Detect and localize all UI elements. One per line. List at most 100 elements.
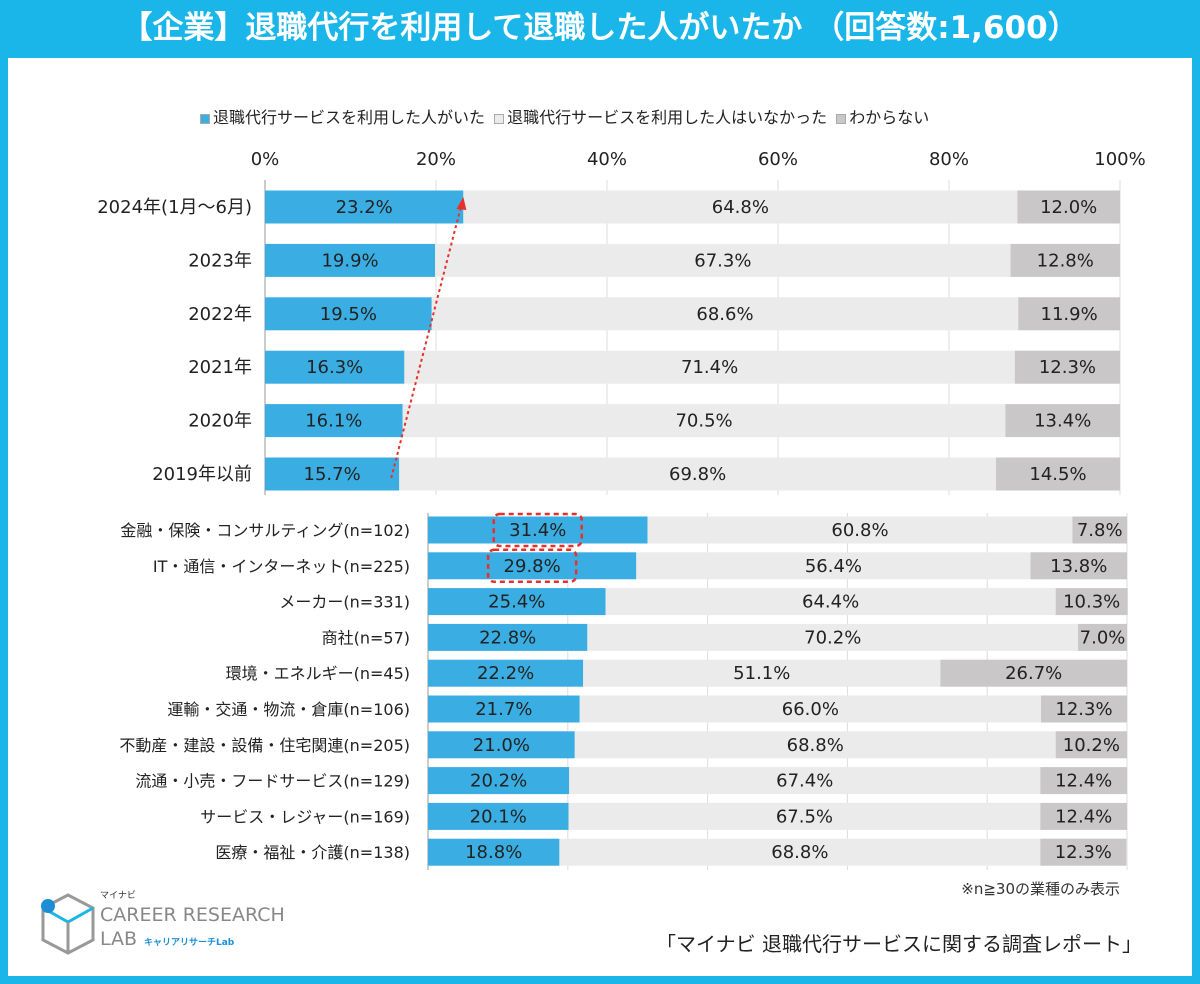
x-tick-label: 40% — [587, 149, 627, 170]
data-label: 67.5% — [776, 806, 833, 827]
category-label: 金融・保険・コンサルティング(n=102) — [120, 521, 410, 540]
data-label: 25.4% — [488, 592, 545, 613]
data-label: 60.8% — [831, 520, 888, 541]
data-label: 12.4% — [1055, 771, 1112, 792]
cube-logo-icon — [41, 893, 95, 955]
data-label: 22.8% — [479, 627, 536, 648]
x-tick-label: 20% — [416, 149, 456, 170]
bar-segment — [435, 243, 1011, 277]
data-label: 51.1% — [733, 663, 790, 684]
x-tick-label: 80% — [929, 149, 969, 170]
bar-segment — [1072, 516, 1127, 544]
bar-segment — [559, 838, 1041, 866]
data-label: 21.7% — [475, 699, 532, 720]
bar-segment — [568, 802, 1041, 830]
bar-segment — [1055, 731, 1127, 759]
bar-segment — [574, 731, 1056, 759]
data-label: 11.9% — [1041, 304, 1098, 325]
category-label: サービス・レジャー(n=169) — [200, 807, 410, 826]
bar-segment — [428, 767, 570, 795]
category-label: 2019年以前 — [152, 464, 252, 485]
bar-segment — [1010, 243, 1120, 277]
legend-swatch — [200, 113, 210, 124]
legend-item-used: 退職代行サービスを利用した人がいた — [200, 104, 485, 128]
bar-segment — [605, 588, 1056, 616]
data-label: 12.8% — [1037, 250, 1094, 271]
bar-segment — [463, 190, 1018, 224]
bar-segment — [1030, 552, 1127, 580]
bar-segment — [428, 588, 606, 616]
legend: 退職代行サービスを利用した人がいた 退職代行サービスを利用した人はいなかった わ… — [200, 104, 933, 128]
data-label: 23.2% — [336, 197, 393, 218]
data-label: 67.3% — [694, 250, 751, 271]
category-label: 環境・エネルギー(n=45) — [226, 664, 410, 683]
data-label: 70.2% — [804, 627, 861, 648]
data-label: 19.5% — [320, 304, 377, 325]
bar-segment — [402, 404, 1006, 438]
data-label: 12.3% — [1039, 357, 1096, 378]
category-label: メーカー(n=331) — [279, 593, 410, 612]
data-label: 12.3% — [1055, 699, 1112, 720]
data-label: 21.0% — [473, 735, 530, 756]
data-label: 13.8% — [1050, 556, 1107, 577]
data-label: 29.8% — [504, 556, 561, 577]
data-label: 64.8% — [712, 197, 769, 218]
data-label: 64.4% — [802, 592, 859, 613]
bar-segment — [428, 552, 637, 580]
data-label: 26.7% — [1005, 663, 1062, 684]
legend-label: 退職代行サービスを利用した人がいた — [213, 108, 486, 127]
data-label: 19.9% — [321, 250, 378, 271]
bar-segment — [399, 457, 997, 491]
bar-segment — [1018, 297, 1120, 331]
data-label: 12.0% — [1040, 197, 1097, 218]
data-label: 20.1% — [470, 806, 527, 827]
bar-segment — [428, 731, 575, 759]
data-label: 20.2% — [470, 771, 527, 792]
data-label: 13.4% — [1034, 411, 1091, 432]
bar-segment — [1041, 695, 1127, 723]
data-label: 14.5% — [1029, 464, 1086, 485]
bar-segment — [996, 457, 1120, 491]
bar-segment — [431, 297, 1019, 331]
bar-segment — [1005, 404, 1120, 438]
data-label: 69.8% — [669, 464, 726, 485]
data-label: 10.3% — [1063, 592, 1120, 613]
category-label: 運輸・交通・物流・倉庫(n=106) — [167, 700, 410, 719]
bar-segment — [583, 659, 941, 687]
data-label: 12.4% — [1055, 806, 1112, 827]
data-label: 31.4% — [509, 520, 566, 541]
logo-brand: マイナビ — [100, 891, 136, 901]
data-label: 15.7% — [304, 464, 361, 485]
bar-segment — [636, 552, 1031, 580]
data-label: 18.8% — [465, 842, 522, 863]
data-label: 7.8% — [1077, 520, 1123, 541]
category-label: 2024年(1月～6月) — [97, 197, 252, 218]
category-label: 商社(n=57) — [322, 628, 410, 647]
legend-label: わからない — [849, 108, 930, 127]
bar-segment — [265, 404, 403, 438]
data-label: 16.1% — [305, 411, 362, 432]
x-tick-label: 0% — [251, 149, 280, 170]
legend-label: 退職代行サービスを利用した人はいなかった — [507, 108, 828, 127]
data-label: 12.3% — [1055, 842, 1112, 863]
legend-swatch — [836, 113, 847, 124]
category-label: 医療・福祉・介護(n=138) — [215, 843, 410, 862]
chart-title: 【企業】退職代行を利用して退職した人がいたか （回答数:1,600） — [121, 10, 1079, 46]
bar-segment — [428, 516, 648, 544]
bar-segment — [579, 695, 1042, 723]
bar-segment — [428, 623, 588, 651]
highlight-box — [486, 548, 578, 584]
bar-segment — [940, 659, 1127, 687]
bar-segment — [1055, 588, 1128, 616]
bar-segment — [1078, 623, 1127, 651]
data-label: 68.6% — [696, 304, 753, 325]
data-label: 67.4% — [776, 771, 833, 792]
x-tick-label: 100% — [1094, 149, 1145, 170]
legend-item-unknown: わからない — [836, 104, 929, 128]
bar-segment — [265, 457, 400, 491]
data-label: 10.2% — [1063, 735, 1120, 756]
logo-line2: LAB — [100, 928, 138, 950]
bar-segment — [265, 350, 405, 384]
data-label: 22.2% — [477, 663, 534, 684]
bar-segment — [1040, 838, 1127, 866]
